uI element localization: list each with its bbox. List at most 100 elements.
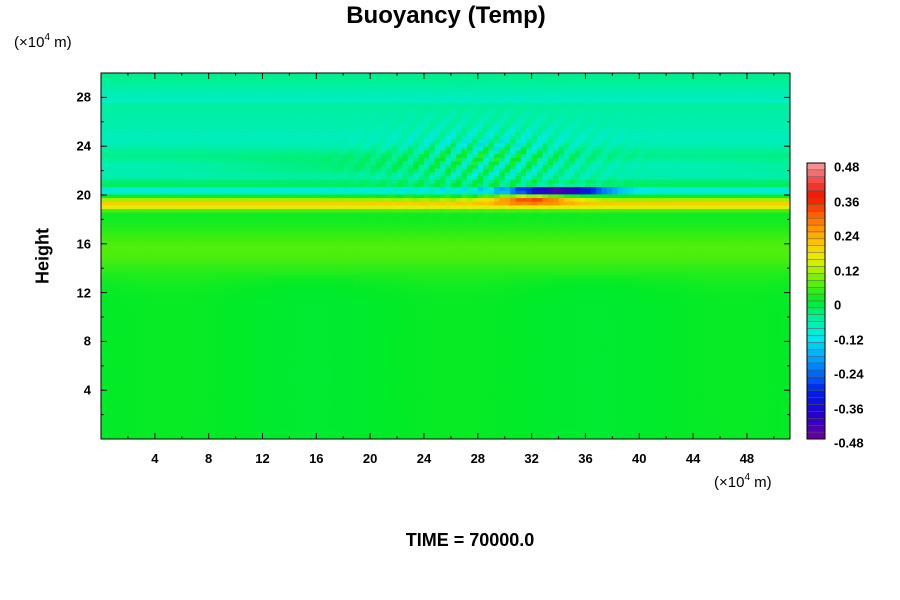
heatmap-cell bbox=[214, 230, 221, 235]
heatmap-cell bbox=[240, 109, 247, 114]
heatmap-cell bbox=[165, 193, 172, 199]
heatmap-cell bbox=[284, 398, 290, 403]
heatmap-cell bbox=[197, 105, 204, 111]
heatmap-cell bbox=[214, 83, 221, 89]
heatmap-cell bbox=[267, 398, 274, 403]
heatmap-cell bbox=[305, 358, 312, 363]
heatmap-cell bbox=[117, 332, 124, 338]
heatmap-cell bbox=[133, 116, 140, 122]
heatmap-cell bbox=[267, 208, 274, 213]
heatmap-cell bbox=[348, 351, 355, 356]
heatmap-cell bbox=[364, 395, 371, 400]
heatmap-cell bbox=[160, 343, 167, 349]
heatmap-cell bbox=[122, 146, 129, 151]
heatmap-cell bbox=[122, 164, 129, 169]
heatmap-cell bbox=[337, 424, 344, 429]
heatmap-cell bbox=[176, 402, 183, 407]
heatmap-cell bbox=[235, 142, 242, 147]
heatmap-cell bbox=[273, 105, 280, 111]
heatmap-cell bbox=[154, 365, 161, 371]
heatmap-cell bbox=[305, 135, 312, 140]
heatmap-cell bbox=[348, 413, 355, 418]
heatmap-cell bbox=[203, 138, 210, 144]
heatmap-cell bbox=[133, 76, 140, 81]
heatmap-cell bbox=[240, 373, 247, 378]
heatmap-cell bbox=[106, 73, 113, 78]
heatmap-cell bbox=[144, 142, 151, 147]
heatmap-cell bbox=[187, 409, 194, 414]
heatmap-cell bbox=[181, 131, 188, 136]
heatmap-cell bbox=[294, 127, 301, 133]
heatmap-cell bbox=[219, 135, 226, 140]
heatmap-cell bbox=[160, 336, 167, 341]
heatmap-cell bbox=[133, 98, 140, 103]
heatmap-cell bbox=[111, 94, 118, 100]
heatmap-cell bbox=[127, 362, 134, 367]
heatmap-cell bbox=[267, 212, 274, 217]
heatmap-cell bbox=[305, 241, 312, 246]
heatmap-cell bbox=[224, 281, 231, 286]
heatmap-cell bbox=[294, 226, 301, 231]
heatmap-cell bbox=[364, 168, 371, 173]
heatmap-cell bbox=[332, 288, 339, 294]
heatmap-cell bbox=[321, 168, 328, 173]
heatmap-cell bbox=[149, 98, 156, 103]
heatmap-cell bbox=[267, 292, 274, 297]
heatmap-cell bbox=[203, 175, 210, 180]
heatmap-cell bbox=[359, 98, 366, 103]
heatmap-cell bbox=[154, 230, 161, 235]
heatmap-cell bbox=[187, 102, 194, 107]
heatmap-cell bbox=[187, 164, 194, 169]
heatmap-cell bbox=[149, 435, 156, 439]
heatmap-cell bbox=[170, 376, 177, 382]
heatmap-cell bbox=[240, 212, 247, 217]
heatmap-cell bbox=[262, 329, 269, 334]
heatmap-cell bbox=[321, 212, 328, 217]
heatmap-cell bbox=[214, 153, 221, 158]
heatmap-cell bbox=[203, 358, 210, 363]
heatmap-cell bbox=[353, 138, 360, 144]
heatmap-cell bbox=[267, 435, 274, 439]
heatmap-cell bbox=[337, 138, 344, 144]
heatmap-cell bbox=[176, 318, 183, 323]
heatmap-cell bbox=[224, 168, 231, 173]
heatmap-cell bbox=[111, 113, 118, 118]
heatmap-cell bbox=[149, 223, 156, 228]
heatmap-cell bbox=[101, 347, 107, 352]
heatmap-cell bbox=[192, 80, 199, 85]
heatmap-cell bbox=[133, 219, 140, 224]
heatmap-cell bbox=[284, 149, 290, 155]
heatmap-cell bbox=[106, 252, 113, 257]
heatmap-cell bbox=[203, 142, 210, 147]
heatmap-cell bbox=[111, 237, 118, 242]
heatmap-cell bbox=[359, 219, 366, 224]
heatmap-cell bbox=[122, 215, 129, 220]
heatmap-cell bbox=[294, 109, 301, 114]
heatmap-cell bbox=[310, 256, 317, 261]
heatmap-cell bbox=[187, 270, 194, 275]
heatmap-cell bbox=[278, 109, 285, 114]
heatmap-cell bbox=[208, 190, 215, 195]
heatmap-cell bbox=[122, 369, 129, 374]
heatmap-cell bbox=[230, 325, 237, 330]
heatmap-cell bbox=[127, 105, 134, 111]
heatmap-cell bbox=[364, 373, 371, 378]
heatmap-cell bbox=[251, 241, 258, 246]
heatmap-cell bbox=[154, 208, 161, 213]
heatmap-cell bbox=[294, 362, 301, 367]
heatmap-cell bbox=[273, 413, 280, 418]
heatmap-cell bbox=[122, 384, 129, 389]
heatmap-cell bbox=[267, 336, 274, 341]
heatmap-cell bbox=[348, 120, 355, 125]
heatmap-cell bbox=[337, 325, 344, 330]
heatmap-cell bbox=[160, 354, 167, 360]
heatmap-cell bbox=[267, 135, 274, 140]
heatmap-cell bbox=[305, 179, 312, 184]
heatmap-cell bbox=[262, 241, 269, 246]
heatmap-cell bbox=[353, 91, 360, 96]
heatmap-cell bbox=[343, 420, 350, 425]
heatmap-cell bbox=[364, 424, 371, 429]
heatmap-cell bbox=[224, 226, 231, 231]
heatmap-cell bbox=[117, 153, 124, 158]
heatmap-cell bbox=[327, 299, 334, 305]
